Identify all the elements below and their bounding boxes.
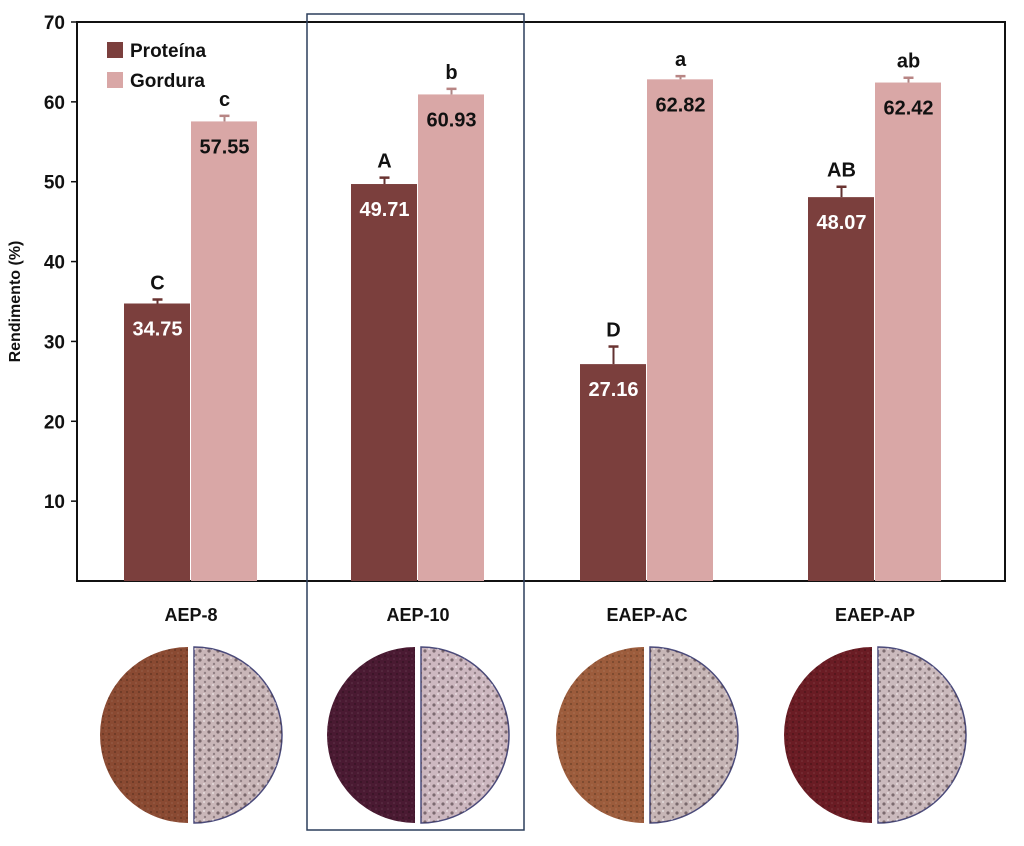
y-tick-label: 30: [44, 332, 65, 353]
highlight-box: [306, 13, 525, 831]
category-label: EAEP-AP: [835, 605, 915, 625]
protein-sample-texture: [556, 647, 644, 823]
bar-proteína-aep-10: [351, 184, 417, 581]
legend-label: Gordura: [130, 71, 205, 92]
plot-area: 10 20 30 40 50 60 70 Rendimento (%) C 34.75 A 49.71…: [7, 13, 1006, 831]
bar-gordura-aep-8: [191, 121, 257, 581]
protein-sample-texture: [784, 647, 872, 823]
protein-sample-texture: [327, 647, 415, 823]
protein-sample-texture: [100, 647, 188, 823]
bar-gordura-eaep-ap: [875, 82, 941, 582]
data-label: 62.42: [883, 98, 933, 120]
y-axis-label: Rendimento (%): [7, 241, 24, 363]
significance-letter: ab: [897, 51, 920, 73]
data-label: 49.71: [359, 199, 409, 221]
significance-letter: AB: [827, 160, 856, 182]
legend-label: Proteína: [130, 41, 206, 62]
bar-proteína-aep-8: [124, 303, 190, 581]
category-label: AEP-8: [164, 605, 217, 625]
bar-gordura-eaep-ac: [647, 79, 713, 581]
y-tick-label: 10: [44, 492, 65, 513]
data-label: 48.07: [816, 212, 866, 234]
fat-sample-texture: [194, 647, 282, 823]
legend-swatch-gordura: [107, 72, 123, 88]
legend-swatch-proteína: [107, 42, 123, 58]
data-label: 57.55: [199, 136, 249, 158]
significance-letter: C: [150, 273, 164, 295]
data-label: 27.16: [588, 379, 638, 401]
fat-sample-texture: [421, 647, 509, 823]
significance-letter: A: [377, 151, 391, 173]
category-label: EAEP-AC: [606, 605, 687, 625]
bar-proteína-eaep-ac: [580, 364, 646, 581]
plot-frame: [76, 21, 1006, 582]
data-label: 34.75: [132, 318, 182, 340]
bar-gordura-aep-10: [418, 94, 484, 582]
significance-letter: b: [445, 62, 457, 84]
fat-sample-texture: [878, 647, 966, 823]
bar-proteína-eaep-ap: [808, 197, 874, 581]
fat-sample-texture: [650, 647, 738, 823]
category-label: AEP-10: [386, 605, 449, 625]
y-tick-label: 70: [44, 13, 65, 34]
y-tick-label: 40: [44, 253, 65, 274]
significance-letter: c: [219, 89, 230, 111]
data-label: 60.93: [426, 109, 476, 131]
significance-letter: a: [675, 49, 687, 71]
data-label: 62.82: [655, 94, 705, 116]
y-tick-label: 20: [44, 412, 65, 433]
y-tick-label: 60: [44, 93, 65, 114]
y-tick-label: 50: [44, 173, 65, 194]
significance-letter: D: [606, 320, 620, 342]
